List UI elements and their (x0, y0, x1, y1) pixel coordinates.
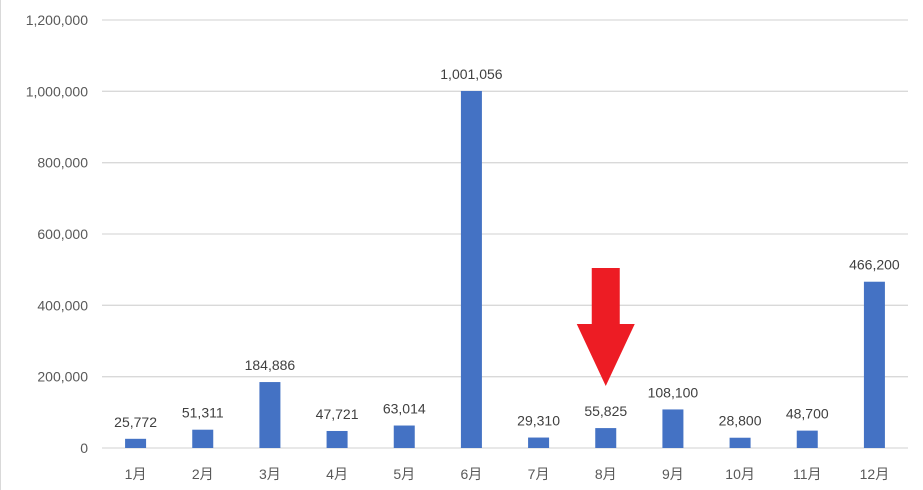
x-tick-label: 4月 (326, 466, 348, 482)
x-tick-label: 7月 (528, 466, 550, 482)
bar (863, 281, 885, 448)
x-tick-label: 2月 (192, 466, 214, 482)
x-tick-label: 12月 (860, 466, 890, 482)
y-tick-label: 1,000,000 (26, 83, 88, 99)
data-label: 184,886 (245, 357, 296, 373)
data-label: 63,014 (383, 401, 426, 417)
data-label: 1,001,056 (440, 66, 502, 82)
data-label: 29,310 (517, 413, 560, 429)
bar (192, 429, 214, 448)
bar (796, 430, 818, 448)
x-tick-label: 8月 (595, 466, 617, 482)
annotation (576, 268, 635, 386)
data-label: 466,200 (849, 257, 900, 273)
bar (528, 437, 550, 448)
arrow-down-icon (576, 268, 635, 386)
bar (326, 430, 348, 448)
y-tick-label: 600,000 (37, 226, 88, 242)
data-label: 55,825 (584, 403, 627, 419)
x-axis: 1月 2月 3月 4月 5月 6月 7月 8月 9月 10月 11月 12月 (125, 466, 890, 482)
y-tick-label: 1,200,000 (26, 12, 88, 28)
data-labels: 25,772 51,311 184,886 47,721 63,014 1,001,056… (114, 66, 900, 430)
x-tick-label: 3月 (259, 466, 281, 482)
data-label: 48,700 (786, 406, 829, 422)
data-label: 25,772 (114, 414, 157, 430)
bar (729, 437, 751, 448)
y-tick-label: 200,000 (37, 369, 88, 385)
bars (125, 90, 885, 448)
bar (460, 90, 482, 448)
data-label: 51,311 (182, 405, 224, 421)
x-tick-label: 9月 (662, 466, 684, 482)
data-label: 108,100 (648, 384, 699, 400)
data-label: 47,721 (316, 406, 359, 422)
x-tick-label: 5月 (393, 466, 415, 482)
bar (259, 382, 281, 448)
x-tick-label: 10月 (725, 466, 755, 482)
bar (662, 409, 684, 448)
y-tick-label: 800,000 (37, 155, 88, 171)
y-axis: 0 200,000 400,000 600,000 800,000 1,000,000 1,… (26, 12, 89, 456)
x-tick-label: 1月 (125, 466, 147, 482)
chart-left-border (0, 0, 1, 490)
x-tick-label: 6月 (461, 466, 483, 482)
bar (393, 425, 415, 448)
bar (595, 428, 617, 448)
y-tick-label: 0 (80, 440, 88, 456)
data-label: 28,800 (719, 413, 762, 429)
bar (125, 438, 147, 448)
gridlines (102, 19, 908, 449)
y-tick-label: 400,000 (37, 297, 88, 313)
x-tick-label: 11月 (793, 466, 822, 482)
